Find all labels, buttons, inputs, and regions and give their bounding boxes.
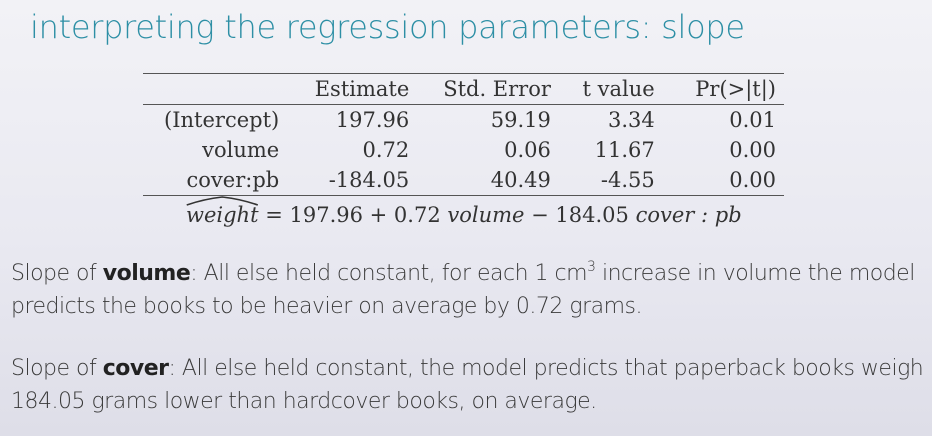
p1-bold-term: volume — [102, 261, 191, 286]
equation-lhs-text: weight — [186, 203, 259, 227]
row-p-value: 0.01 — [729, 108, 776, 132]
header-estimate: Estimate — [314, 77, 410, 101]
p1-superscript: 3 — [587, 259, 596, 275]
p1-text-a: : All else held constant, for each 1 cm — [190, 261, 588, 286]
row-p-value: 0.00 — [729, 138, 776, 162]
p1-text-b: increase in volume the model predicts th… — [11, 261, 915, 319]
row-t-value: -4.55 — [600, 168, 655, 192]
equation-b1: 0.72 — [393, 203, 441, 227]
volume-slope-paragraph: Slope of volume: All else held constant,… — [11, 257, 926, 323]
row-estimate: 197.96 — [335, 108, 410, 132]
row-term: volume — [202, 138, 280, 162]
row-estimate: 0.72 — [362, 138, 410, 162]
slide-title: interpreting the regression parameters: … — [30, 8, 745, 46]
row-term: cover:pb — [186, 168, 280, 192]
row-t-value: 3.34 — [607, 108, 655, 132]
equation-equals: = — [258, 203, 290, 227]
p2-bold-term: cover — [102, 356, 169, 381]
row-term: (Intercept) — [164, 108, 280, 132]
equation-plus: + — [362, 203, 394, 227]
header-p-value: Pr(>|t|) — [695, 77, 776, 101]
row-p-value: 0.00 — [729, 168, 776, 192]
equation-intercept: 197.96 — [289, 203, 363, 227]
row-std-error: 59.19 — [490, 108, 551, 132]
hat-icon — [186, 196, 259, 206]
regression-equation: weight = 197.96 + 0.72 volume − 184.05 c… — [186, 203, 742, 227]
table-row-intercept: (Intercept) 197.96 59.19 3.34 0.01 — [143, 105, 784, 136]
equation-lhs: weight — [186, 203, 259, 227]
regression-table: Estimate Std. Error t value Pr(>|t|) (In… — [143, 73, 784, 196]
table-header-row: Estimate Std. Error t value Pr(>|t|) — [143, 73, 784, 105]
equation-minus: − — [524, 203, 556, 227]
table-row-volume: volume 0.72 0.06 11.67 0.00 — [143, 135, 784, 165]
equation-x1: volume — [447, 203, 525, 227]
table-row-cover-pb: cover:pb -184.05 40.49 -4.55 0.00 — [143, 165, 784, 196]
header-term — [143, 74, 287, 105]
p2-text: : All else held constant, the model pred… — [11, 356, 924, 414]
row-t-value: 11.67 — [594, 138, 655, 162]
header-t-value: t value — [582, 77, 655, 101]
p1-lead: Slope of — [11, 261, 103, 286]
row-estimate: -184.05 — [328, 168, 410, 192]
row-std-error: 0.06 — [504, 138, 551, 162]
equation-x2: cover : pb — [635, 203, 742, 227]
cover-slope-paragraph: Slope of cover: All else held constant, … — [11, 352, 926, 418]
p2-lead: Slope of — [11, 356, 103, 381]
header-std-error: Std. Error — [443, 77, 551, 101]
equation-b2: 184.05 — [555, 203, 629, 227]
row-std-error: 40.49 — [490, 168, 551, 192]
